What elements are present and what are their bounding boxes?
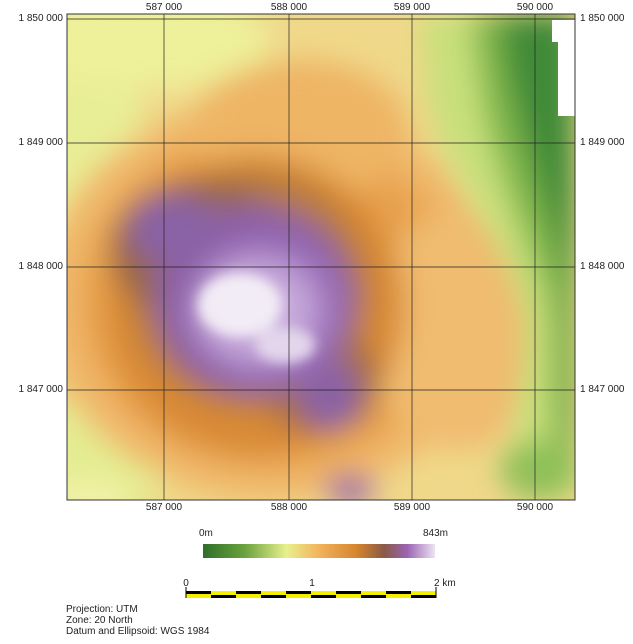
- x-tick-label-bottom: 587 000: [145, 502, 183, 513]
- x-tick-label-bottom: 590 000: [516, 502, 554, 513]
- legend-max-label: 843m: [423, 528, 449, 539]
- x-tick-label-bottom: 589 000: [393, 502, 431, 513]
- x-tick-label-top: 590 000: [516, 2, 554, 13]
- scale-bar-segment: [411, 595, 436, 598]
- scale-label-start: 0: [183, 578, 189, 589]
- y-tick-label-right: 1 848 000: [580, 261, 625, 272]
- legend-min-label: 0m: [199, 528, 213, 539]
- y-tick-label-left: 1 847 000: [18, 384, 64, 395]
- scale-bar-segment: [186, 591, 211, 594]
- scale-bar-segment: [386, 591, 411, 594]
- scale-bar: [185, 587, 437, 598]
- y-tick-label-left: 1 848 000: [18, 261, 64, 272]
- scale-bar-segment: [361, 595, 386, 598]
- map-frame: [66, 13, 576, 501]
- x-tick-label-top: 587 000: [145, 2, 183, 13]
- projection-info: Projection: UTM Zone: 20 North Datum and…: [66, 604, 209, 637]
- zone-text: Zone: 20 North: [66, 615, 133, 626]
- elevation-legend-bar: [203, 544, 435, 558]
- scale-label-middle: 1: [309, 578, 315, 589]
- x-tick-label-bottom: 588 000: [270, 502, 308, 513]
- y-tick-label-right: 1 850 000: [580, 13, 625, 24]
- datum-text: Datum and Ellipsoid: WGS 1984: [66, 626, 210, 637]
- scale-bar-segment: [336, 591, 361, 594]
- projection-text: Projection: UTM: [66, 604, 138, 615]
- y-tick-label-right: 1 849 000: [580, 137, 625, 148]
- scale-bar-segment: [211, 595, 236, 598]
- scale-bar-segment: [286, 591, 311, 594]
- y-tick-label-right: 1 847 000: [580, 384, 625, 395]
- elevation-raster: [67, 14, 575, 500]
- y-tick-label-left: 1 849 000: [18, 137, 64, 148]
- scale-bar-segment: [261, 595, 286, 598]
- x-tick-label-top: 589 000: [393, 2, 431, 13]
- graticule: [67, 14, 575, 500]
- scale-bar-segment: [236, 591, 261, 594]
- scale-bar-segment: [311, 595, 336, 598]
- scale-label-end: 2 km: [434, 578, 456, 589]
- y-tick-label-left: 1 850 000: [18, 13, 64, 24]
- x-tick-label-top: 588 000: [270, 2, 308, 13]
